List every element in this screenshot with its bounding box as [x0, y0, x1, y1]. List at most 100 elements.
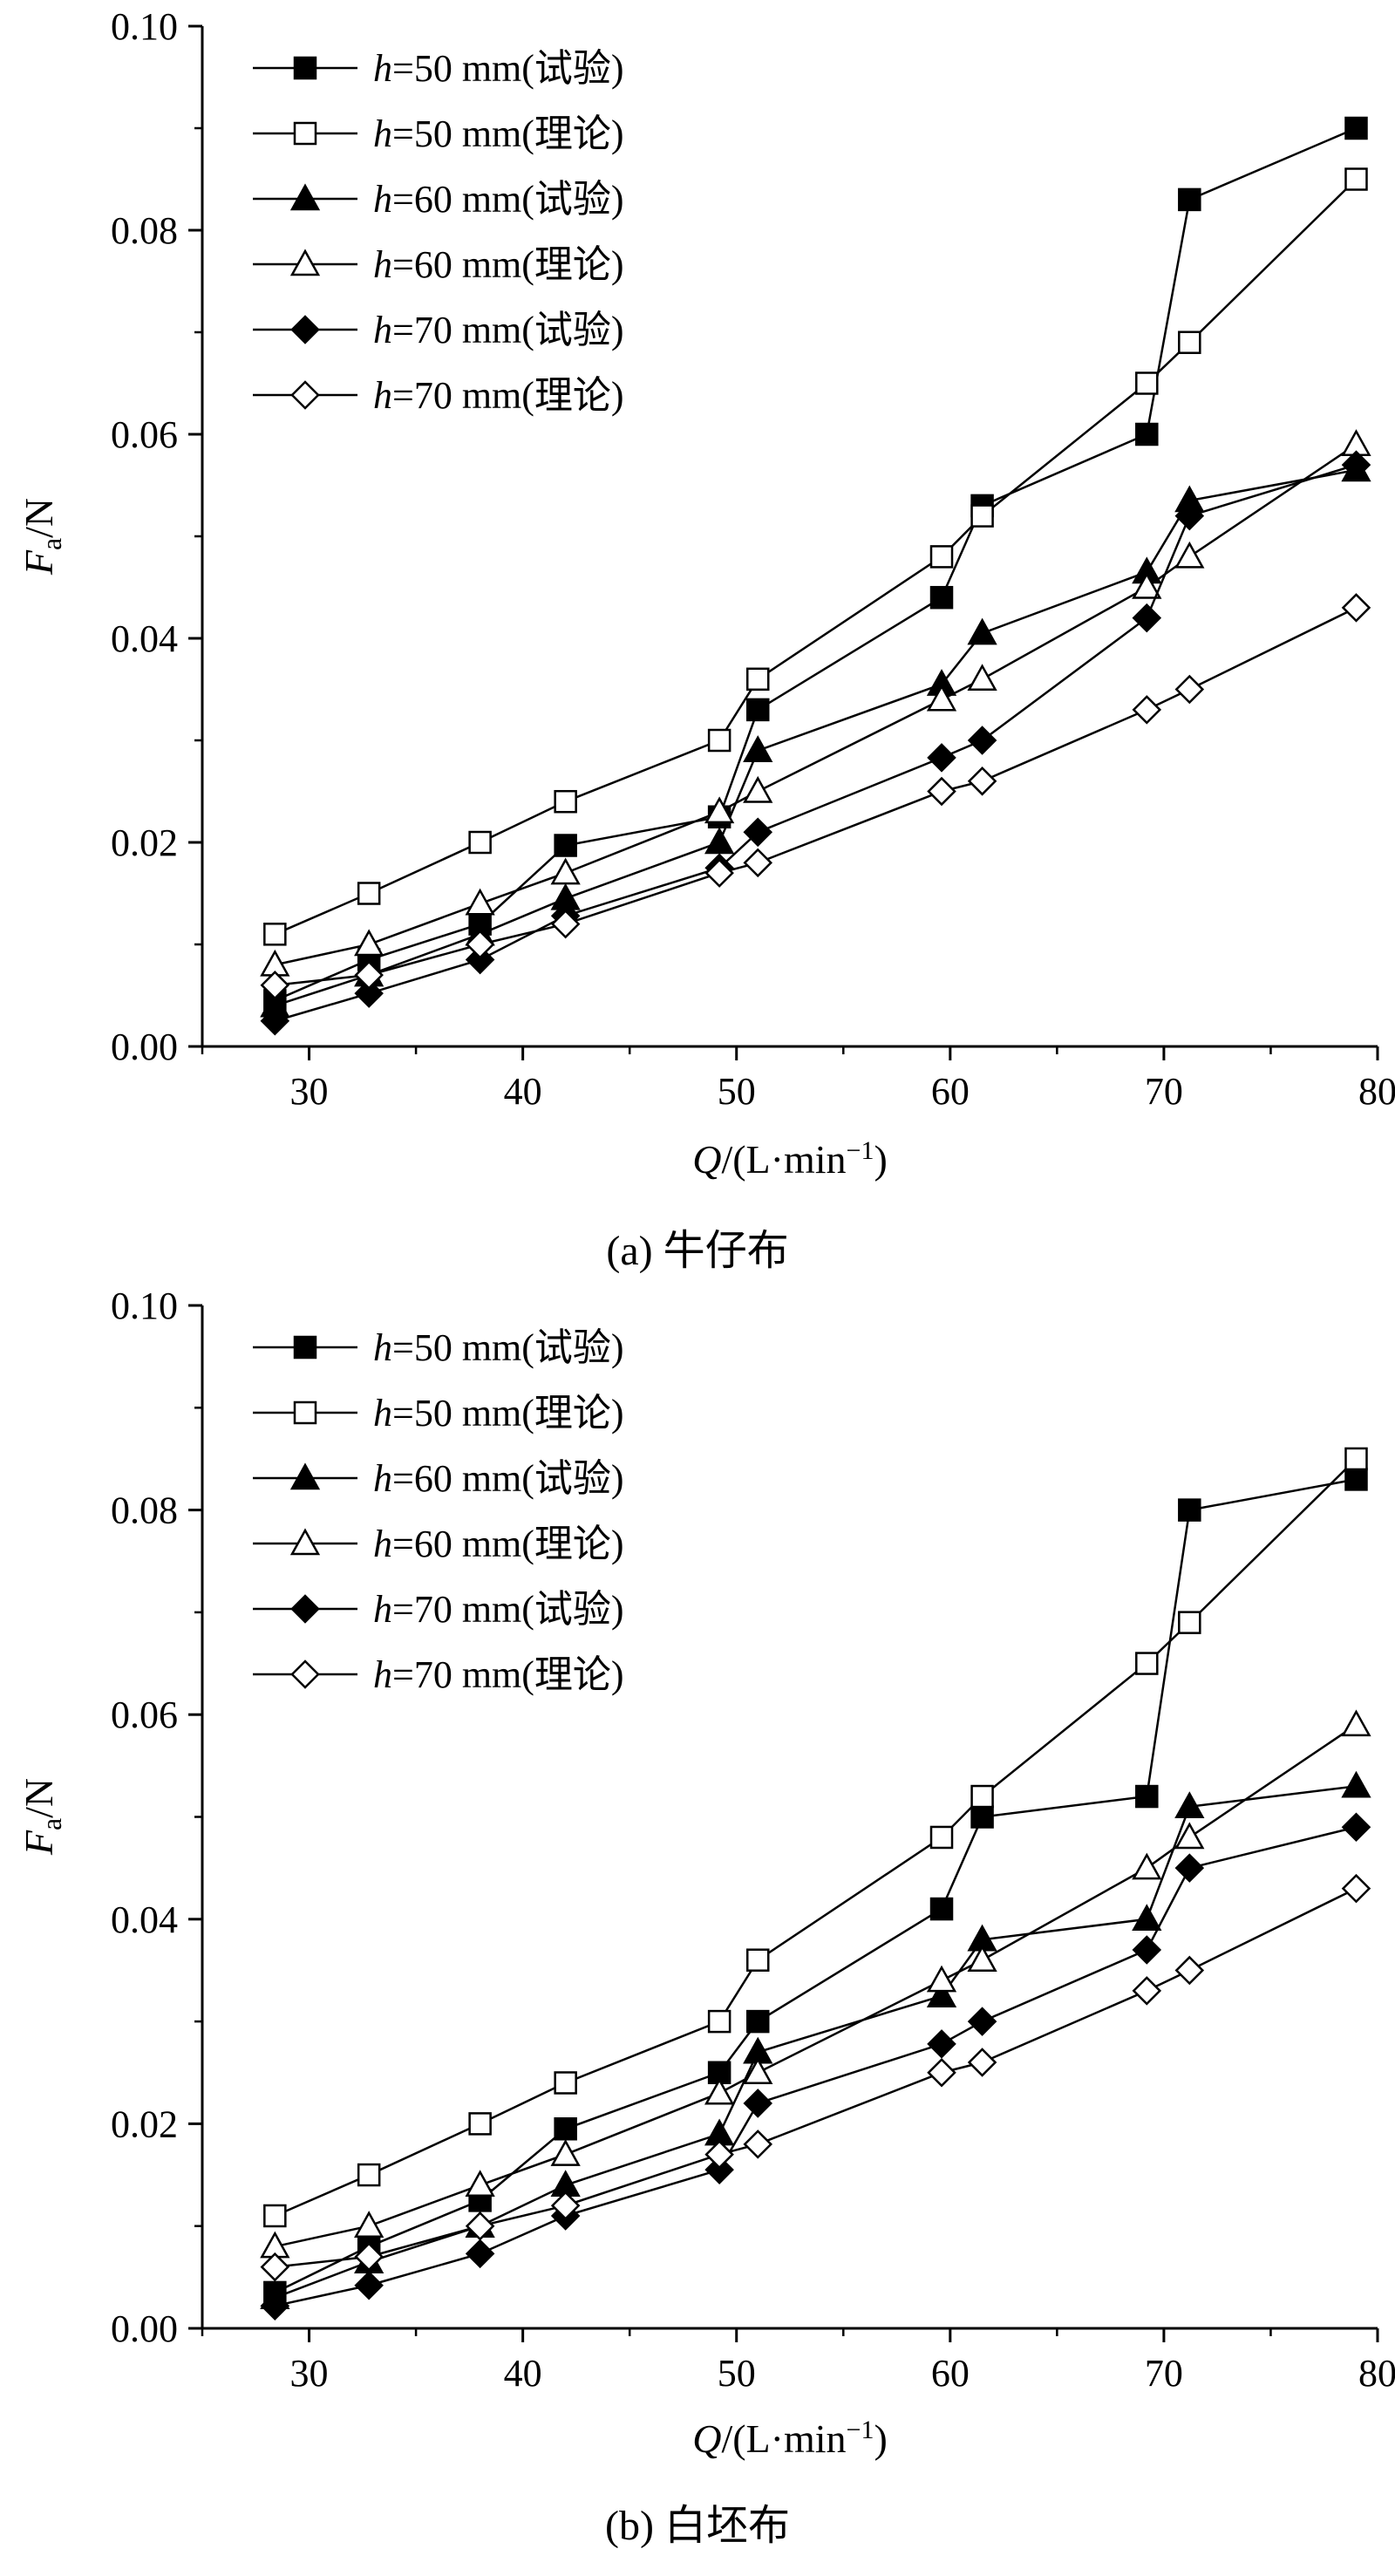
data-point	[745, 2009, 770, 2034]
data-point	[1178, 1498, 1201, 1522]
data-point	[927, 743, 956, 773]
data-point	[1132, 1935, 1162, 1965]
data-point	[1132, 1852, 1162, 1880]
data-point	[704, 2077, 735, 2105]
figure-caption: (a) 牛仔布	[606, 1228, 788, 1274]
series-5	[260, 593, 1371, 1000]
x-tick-label: 50	[718, 2352, 756, 2395]
data-point	[260, 2252, 290, 2282]
data-point	[970, 1805, 994, 1829]
data-point	[550, 857, 581, 885]
data-point	[1174, 1791, 1205, 1819]
series-1	[263, 167, 1368, 946]
y-tick-label: 0.10	[111, 1285, 178, 1327]
legend-item: h=70 mm(试验)	[253, 309, 624, 351]
series-line	[275, 606, 1358, 987]
series-2	[260, 454, 1371, 1018]
x-tick-label: 80	[1358, 1070, 1395, 1113]
legend-label: h=60 mm(理论)	[373, 243, 624, 286]
data-point	[967, 726, 997, 755]
y-axis-title: Fa/N	[17, 1778, 67, 1856]
y-tick-label: 0.02	[111, 821, 178, 864]
data-point	[926, 1980, 957, 2008]
data-point	[1344, 1447, 1368, 1471]
data-point	[745, 1948, 770, 1972]
legend-item: h=70 mm(理论)	[253, 1653, 624, 1696]
data-point	[704, 858, 734, 888]
x-axis-title: Q/(L·min−1)	[692, 2416, 888, 2461]
data-point	[263, 923, 287, 946]
data-point	[465, 930, 495, 959]
legend-label: h=50 mm(理论)	[373, 112, 624, 155]
legend-label: h=60 mm(理论)	[373, 1523, 624, 1565]
legend-item: h=70 mm(试验)	[253, 1588, 624, 1631]
legend-marker	[290, 380, 320, 410]
legend-label: h=60 mm(试验)	[373, 178, 624, 221]
data-point	[554, 2117, 577, 2141]
data-point	[743, 2130, 773, 2159]
data-point	[927, 2029, 956, 2059]
data-point	[465, 2211, 495, 2241]
data-point	[1341, 1812, 1371, 1842]
data-point	[967, 767, 997, 796]
y-tick-label: 0.00	[111, 1026, 178, 1068]
data-point	[1132, 571, 1162, 599]
x-tick-label: 30	[290, 1070, 329, 1113]
legend-marker	[289, 1528, 321, 1556]
data-point	[1132, 1976, 1162, 2006]
data-point	[1341, 593, 1371, 623]
data-point	[704, 2155, 734, 2184]
data-point	[743, 775, 773, 803]
y-tick-label: 0.06	[111, 1693, 178, 1736]
data-point	[260, 2291, 290, 2320]
series-5	[260, 1873, 1371, 2282]
legend-marker	[289, 183, 321, 211]
x-tick-label: 40	[504, 1070, 542, 1113]
legend: h=50 mm(试验) h=50 mm(理论) h=60 mm(试验) h=60 mm…	[253, 47, 624, 417]
legend-item: h=60 mm(试验)	[253, 1457, 624, 1500]
x-tick-label: 50	[718, 1070, 756, 1113]
series-3	[260, 429, 1371, 977]
data-point	[707, 2009, 732, 2034]
data-point	[743, 817, 773, 848]
legend-item: h=50 mm(试验)	[253, 1326, 624, 1369]
data-point	[1132, 1904, 1162, 1932]
data-point	[743, 2057, 773, 2084]
y-axis-title: Fa/N	[17, 498, 67, 576]
data-point	[465, 2170, 495, 2198]
legend-label: h=60 mm(试验)	[373, 1457, 624, 1500]
data-point	[707, 2061, 732, 2084]
data-point	[1178, 1611, 1201, 1634]
chart-b-grey-cloth: 0.00 0.02 0.04 0.06 0.08 0.10 30 40 50 60 70 80 Q/(L…	[17, 1285, 1395, 2549]
legend-label: h=50 mm(理论)	[373, 1392, 624, 1435]
data-point	[1174, 1822, 1205, 1850]
data-point	[554, 834, 577, 857]
data-point	[1341, 1873, 1371, 1904]
data-point	[1174, 674, 1205, 705]
data-point	[550, 2139, 581, 2166]
data-point	[967, 2048, 997, 2077]
data-point	[354, 2211, 384, 2238]
series-4	[260, 1812, 1371, 2320]
data-point	[967, 2007, 997, 2036]
data-point	[927, 2057, 956, 2088]
data-point	[1341, 1770, 1371, 1798]
legend-marker	[293, 121, 317, 146]
data-point	[465, 888, 495, 916]
legend-label: h=70 mm(试验)	[373, 309, 624, 351]
legend-marker	[293, 56, 317, 80]
data-point	[465, 944, 495, 975]
x-tick-label: 40	[504, 2352, 542, 2395]
data-point	[967, 664, 997, 692]
data-point	[465, 2239, 495, 2269]
data-point	[745, 698, 770, 722]
legend-marker	[289, 249, 321, 276]
legend-item: h=60 mm(理论)	[253, 1523, 624, 1565]
data-point	[1178, 187, 1201, 212]
y-tick-label: 0.02	[111, 2102, 178, 2145]
data-point	[1132, 603, 1162, 633]
data-point	[967, 1945, 997, 1972]
data-point	[926, 684, 957, 712]
data-point	[1132, 695, 1162, 725]
